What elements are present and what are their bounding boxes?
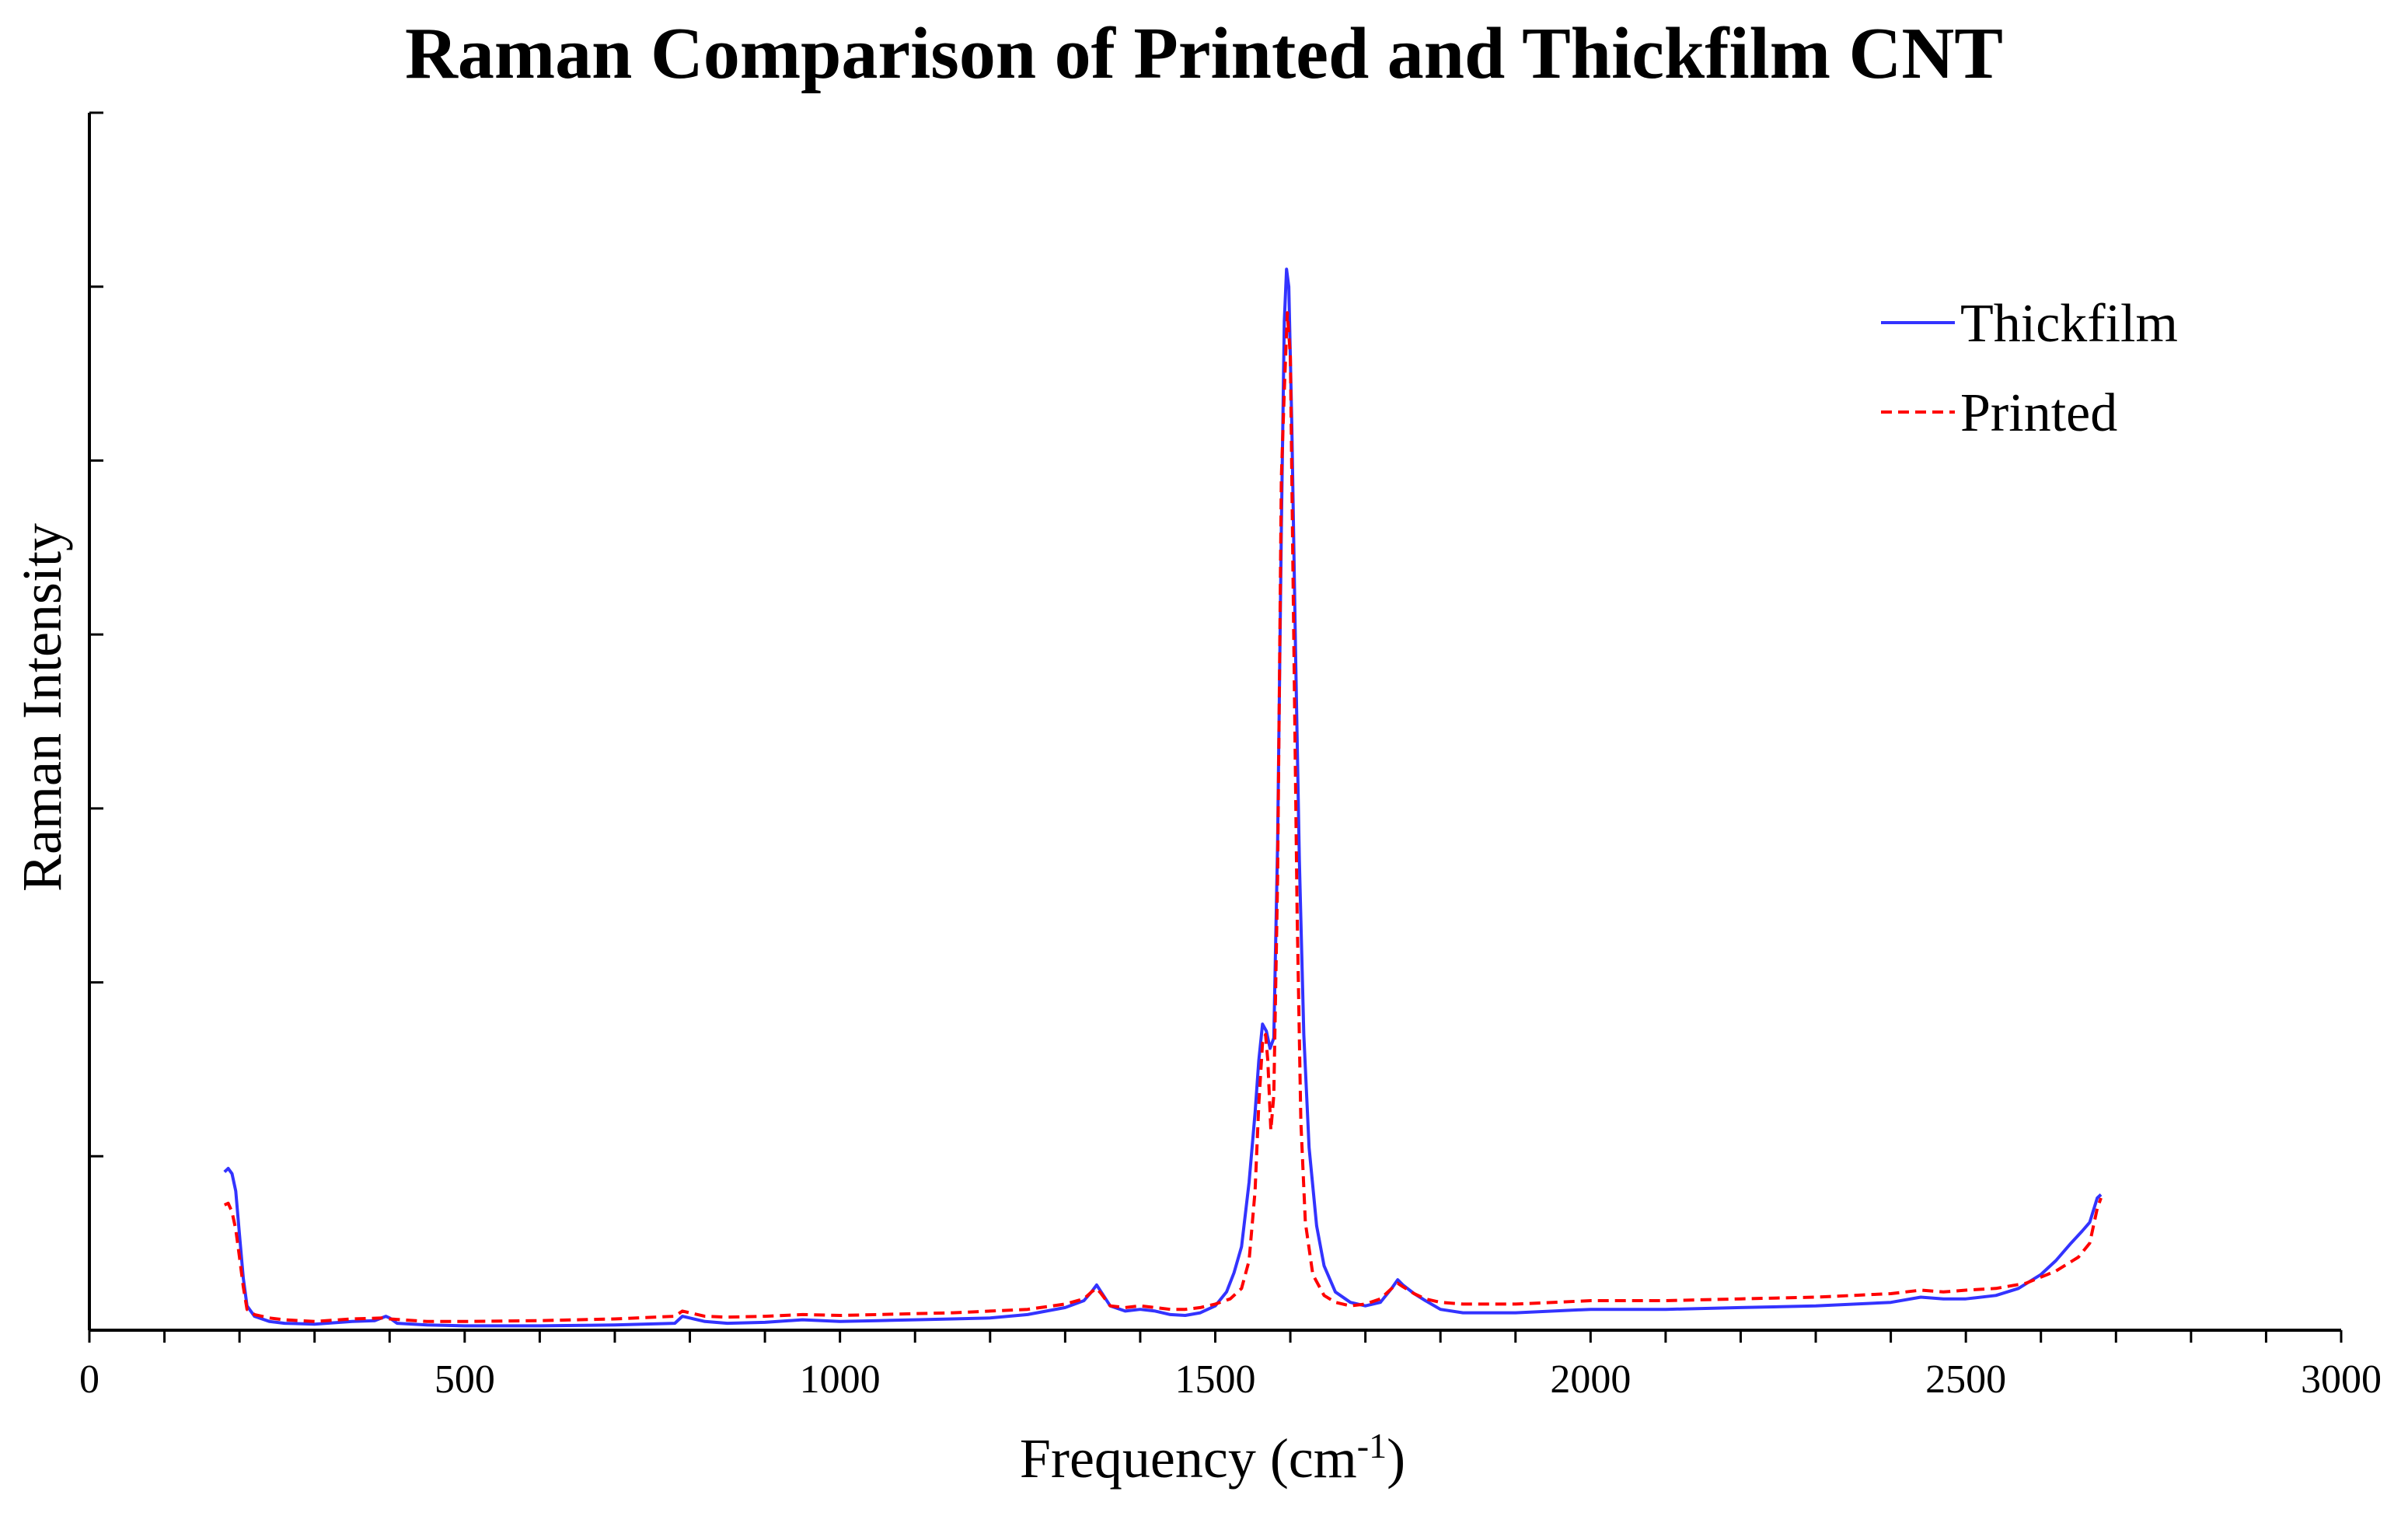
x-tick-label: 500: [434, 1357, 495, 1402]
tick-marks: [88, 111, 2343, 1343]
x-axis-label-superscript: -1: [1357, 1426, 1387, 1465]
x-axis-label-tail: ): [1387, 1427, 1405, 1490]
x-tick-label: 3000: [2301, 1357, 2382, 1402]
legend: Thickfilm Printed: [1881, 294, 2178, 443]
x-tick-label: 0: [79, 1357, 99, 1402]
series-line-thickfilm: [223, 267, 2103, 1328]
y-axis-label: Raman Intensity: [11, 523, 73, 892]
x-axis-label: Frequency (cm-1): [1020, 1426, 1405, 1490]
x-tick-label: 1000: [800, 1357, 881, 1402]
x-tick-label: 2500: [1925, 1357, 2006, 1402]
x-tick-label: 2000: [1550, 1357, 1631, 1402]
x-tick-label: 1500: [1175, 1357, 1256, 1402]
x-tick-labels: 0 500 1000 1500 2000 2500 3000: [79, 1357, 2382, 1402]
legend-label-thickfilm: Thickfilm: [1960, 294, 2178, 354]
series-line-printed: [223, 311, 2103, 1323]
x-axis-label-main: Frequency (cm: [1020, 1427, 1357, 1490]
series-layer: [223, 267, 2103, 1328]
legend-label-printed: Printed: [1960, 383, 2117, 443]
chart-title: Raman Comparison of Printed and Thickfil…: [405, 13, 2003, 94]
